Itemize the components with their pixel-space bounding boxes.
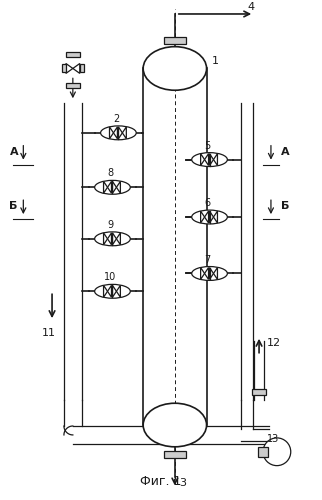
- Polygon shape: [112, 233, 117, 245]
- Bar: [252, 390, 266, 396]
- Polygon shape: [204, 154, 209, 166]
- Ellipse shape: [100, 126, 136, 140]
- Text: А: А: [9, 146, 18, 156]
- Text: 11: 11: [42, 328, 56, 338]
- Ellipse shape: [95, 284, 130, 298]
- Bar: [164, 38, 186, 44]
- Polygon shape: [201, 154, 204, 166]
- Polygon shape: [104, 182, 108, 194]
- Ellipse shape: [192, 266, 227, 280]
- Polygon shape: [213, 154, 217, 166]
- Ellipse shape: [95, 232, 130, 245]
- Bar: [66, 83, 80, 88]
- Bar: [62, 64, 66, 72]
- Text: 10: 10: [104, 272, 117, 282]
- Polygon shape: [117, 182, 120, 194]
- Ellipse shape: [192, 210, 227, 224]
- Polygon shape: [117, 286, 120, 298]
- Polygon shape: [210, 154, 213, 166]
- Polygon shape: [108, 286, 111, 298]
- Text: 3: 3: [179, 478, 186, 488]
- Polygon shape: [66, 64, 73, 74]
- Polygon shape: [210, 268, 213, 280]
- Polygon shape: [204, 211, 209, 223]
- Polygon shape: [108, 233, 111, 245]
- Polygon shape: [104, 286, 108, 298]
- Text: 1: 1: [212, 56, 219, 66]
- Text: 7: 7: [204, 254, 211, 264]
- Text: Б: Б: [9, 201, 18, 211]
- Polygon shape: [73, 64, 80, 74]
- Polygon shape: [118, 127, 122, 139]
- Polygon shape: [108, 182, 111, 194]
- Polygon shape: [109, 127, 113, 139]
- Text: 6: 6: [204, 198, 211, 208]
- Polygon shape: [201, 268, 204, 280]
- Circle shape: [263, 438, 291, 466]
- Polygon shape: [213, 211, 217, 223]
- Polygon shape: [104, 233, 108, 245]
- Bar: [66, 52, 80, 57]
- Text: 5: 5: [204, 140, 211, 150]
- Ellipse shape: [143, 46, 206, 90]
- Text: Б: Б: [281, 201, 289, 211]
- Polygon shape: [213, 268, 217, 280]
- Polygon shape: [122, 127, 126, 139]
- Polygon shape: [117, 233, 120, 245]
- Ellipse shape: [143, 403, 206, 447]
- Ellipse shape: [192, 152, 227, 166]
- Text: А: А: [281, 146, 289, 156]
- Polygon shape: [210, 211, 213, 223]
- Text: 12: 12: [267, 338, 281, 348]
- Ellipse shape: [95, 180, 130, 194]
- Text: 9: 9: [108, 220, 114, 230]
- Polygon shape: [112, 182, 117, 194]
- Text: Фиг. 1: Фиг. 1: [140, 475, 182, 488]
- Text: 4: 4: [247, 2, 254, 12]
- Text: 13: 13: [267, 434, 279, 444]
- Polygon shape: [204, 268, 209, 280]
- Polygon shape: [113, 127, 118, 139]
- Text: 8: 8: [108, 168, 114, 178]
- Bar: [258, 447, 268, 456]
- Polygon shape: [112, 286, 117, 298]
- Bar: [164, 452, 186, 458]
- Bar: [80, 64, 84, 72]
- Polygon shape: [201, 211, 204, 223]
- Text: 2: 2: [113, 114, 119, 124]
